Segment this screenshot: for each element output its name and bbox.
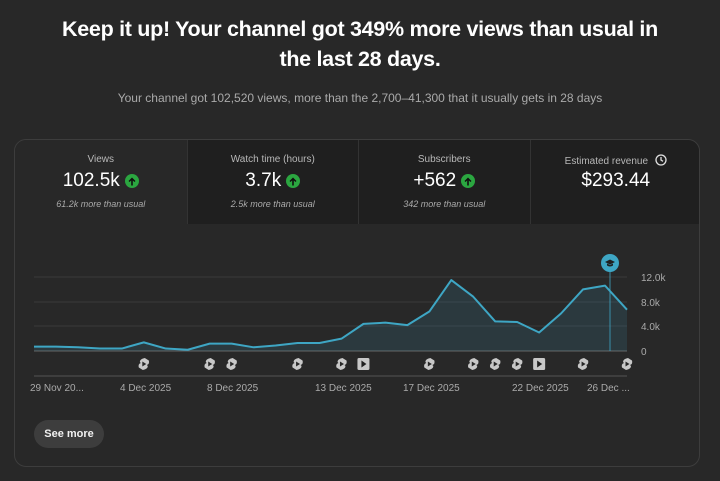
y-tick-0: 0	[641, 347, 647, 358]
metric-comparison: 342 more than usual	[403, 199, 486, 209]
video-upload-icon[interactable]	[533, 358, 546, 370]
metric-label: Views	[87, 154, 115, 165]
metric-label: Subscribers	[417, 154, 471, 165]
shorts-upload-icon[interactable]	[577, 358, 589, 370]
metric-label: Watch time (hours)	[230, 154, 315, 165]
metric-tab-subscribers[interactable]: Subscribers +562 342 more than usual	[358, 140, 530, 224]
shorts-upload-icon[interactable]	[292, 358, 303, 370]
shorts-upload-icon[interactable]	[336, 358, 347, 370]
shorts-upload-icon[interactable]	[468, 358, 479, 370]
metric-value: +562	[413, 170, 457, 191]
arrow-up-icon	[461, 174, 476, 188]
x-tick: 26 Dec ...	[587, 383, 630, 394]
arrow-up-icon	[286, 174, 301, 188]
metric-tab-revenue[interactable]: Estimated revenue $293.44	[529, 140, 699, 224]
x-tick: 22 Dec 2025	[512, 383, 569, 394]
x-axis-labels: 29 Nov 20... 4 Dec 2025 8 Dec 2025 13 De…	[30, 383, 630, 394]
shorts-upload-icon[interactable]	[204, 358, 215, 370]
metric-comparison: 2.5k more than usual	[230, 199, 315, 209]
y-tick-8k: 8.0k	[641, 298, 661, 309]
upload-markers	[138, 358, 633, 370]
metric-comparison: 61.2k more than usual	[56, 199, 146, 209]
shorts-upload-icon[interactable]	[138, 358, 150, 370]
y-tick-4k: 4.0k	[641, 322, 661, 333]
headline: Keep it up! Your channel got 349% more v…	[0, 14, 720, 74]
views-area	[34, 280, 627, 351]
headline-line-1: Keep it up! Your channel got 349% more v…	[62, 17, 658, 41]
metric-value: 102.5k	[62, 170, 120, 191]
metric-label: Estimated revenue	[564, 156, 649, 167]
metric-tab-views[interactable]: Views 102.5k 61.2k more than usual	[15, 140, 187, 224]
see-more-button[interactable]: See more	[34, 420, 104, 448]
x-tick: 13 Dec 2025	[315, 383, 372, 394]
y-axis-labels: 12.0k 8.0k 4.0k 0	[641, 273, 666, 358]
metric-tab-watch-time[interactable]: Watch time (hours) 3.7k 2.5k more than u…	[186, 140, 358, 224]
subline: Your channel got 102,520 views, more tha…	[117, 91, 603, 105]
video-upload-icon[interactable]	[357, 358, 370, 370]
analytics-card: Views 102.5k 61.2k more than usual Watch…	[14, 139, 700, 467]
shorts-upload-icon[interactable]	[489, 358, 501, 370]
headline-line-2: the last 28 days.	[279, 47, 441, 71]
shorts-upload-icon[interactable]	[226, 358, 237, 370]
arrow-up-icon	[124, 174, 139, 188]
views-line	[34, 279, 628, 351]
x-tick: 8 Dec 2025	[207, 383, 259, 394]
views-chart[interactable]: 12.0k 8.0k 4.0k 0 29 Nov 20... 4 Dec 202…	[15, 224, 700, 404]
metric-value: 3.7k	[245, 170, 282, 191]
shorts-upload-icon[interactable]	[511, 358, 523, 370]
metric-tabs: Views 102.5k 61.2k more than usual Watch…	[15, 140, 699, 224]
y-tick-12k: 12.0k	[641, 273, 666, 284]
clock-icon[interactable]	[655, 154, 667, 166]
graduation-cap-icon[interactable]	[601, 254, 619, 272]
metric-value: $293.44	[581, 170, 651, 191]
shorts-upload-icon[interactable]	[424, 358, 435, 370]
x-tick: 4 Dec 2025	[120, 383, 172, 394]
x-tick: 29 Nov 20...	[30, 383, 84, 394]
x-tick: 17 Dec 2025	[403, 383, 460, 394]
shorts-upload-icon[interactable]	[621, 358, 633, 370]
grid-lines	[34, 276, 627, 327]
